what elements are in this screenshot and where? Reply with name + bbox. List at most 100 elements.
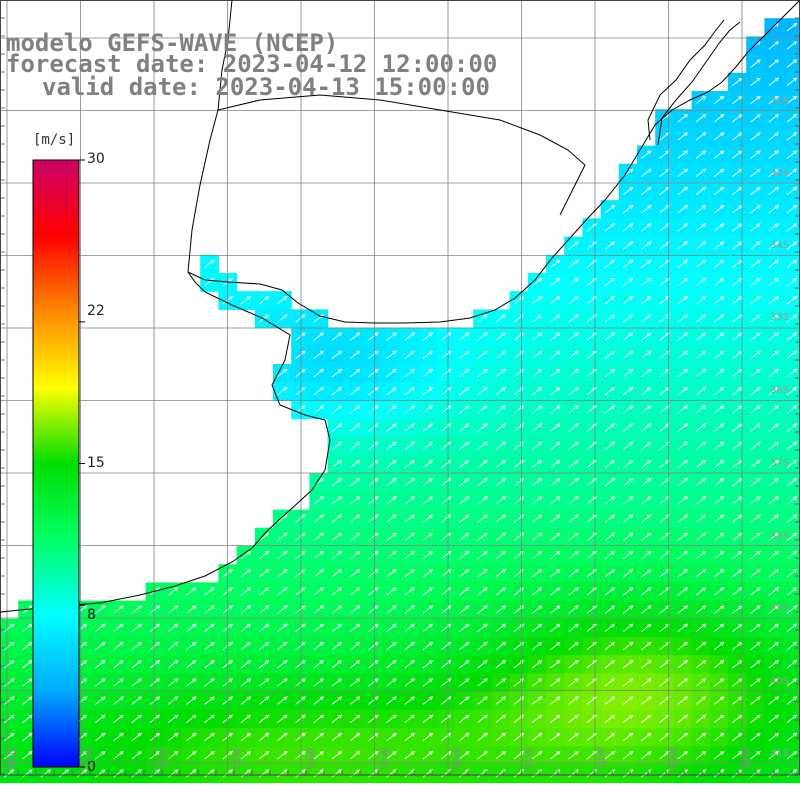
wind-arrow [422,769,434,778]
wind-arrow [349,605,361,614]
wind-arrow [331,641,343,651]
wind-arrow [331,660,343,669]
wind-arrow [786,205,798,214]
wind-arrow [204,660,215,669]
wind-arrow [422,423,434,432]
wind-arrow [368,459,379,469]
wind-arrow [313,732,324,742]
wind-arrow [695,350,707,359]
wind-arrow [313,641,324,651]
wind-arrow [295,387,306,396]
wind-arrow [622,514,634,523]
wind-arrow [186,769,197,778]
wind-arrow [568,314,579,323]
wind-arrow [713,296,725,305]
wind-arrow [622,186,634,196]
wind-arrow [695,114,707,123]
wind-arrow [422,696,434,705]
wind-arrow [622,623,634,632]
wind-arrow [713,714,725,723]
wind-arrow [768,660,779,669]
wind-arrow [386,569,397,578]
wind-arrow [477,641,488,651]
wind-arrow [277,532,288,541]
wind-arrow [277,660,288,669]
wind-arrow [422,751,434,760]
wind-arrow [331,605,343,614]
wind-arrow [622,569,634,578]
wind-arrows [4,23,798,778]
wind-arrow [550,732,561,742]
wind-arrow [677,168,688,177]
wind-arrow [295,714,306,723]
wind-arrow [368,514,379,523]
wind-arrow [277,605,288,614]
wind-arrow [204,769,215,778]
wind-arrow [495,368,506,378]
wind-arrow [459,368,470,378]
wind-arrow [477,714,488,723]
wind-arrow [459,751,470,760]
wind-arrow [277,387,288,396]
wind-arrow [113,641,124,651]
wind-arrow [331,569,343,578]
wind-arrow [750,241,761,250]
wind-arrow [786,605,798,614]
wind-arrow [768,168,779,177]
wind-arrow [677,532,688,541]
wind-arrow [149,714,161,723]
wind-arrow [422,368,434,378]
wind-arrow [695,532,707,541]
wind-arrow [695,150,707,159]
wind-arrow [568,350,579,359]
wind-arrow [568,387,579,396]
coastline-south [0,271,331,613]
wind-arrow [531,714,543,723]
wind-arrow [331,751,343,760]
wind-arrow [713,259,725,268]
wind-arrow [386,496,397,505]
wind-arrow [750,223,761,232]
wind-arrow [713,132,725,141]
wind-arrow [568,605,579,614]
wind-arrow [568,751,579,760]
wind-arrow [604,478,616,487]
colorbar-tick: 15 [87,455,105,471]
wind-arrow [331,587,343,596]
wind-arrow [149,732,161,742]
wind-arrow [695,496,707,505]
wind-arrow [368,696,379,705]
wind-arrow [240,623,252,632]
wind-arrow [349,532,361,541]
wind-arrow [550,296,561,305]
wind-arrow [386,641,397,651]
wind-arrow [295,550,306,560]
wind-arrow [277,368,288,378]
wind-arrow [622,259,634,268]
wind-arrow [495,314,506,323]
wind-arrow [604,405,616,414]
wind-arrow [495,641,506,651]
lat-label: 41S [770,748,790,759]
wind-arrow [622,714,634,723]
wind-arrow [641,332,652,341]
wind-arrow [641,350,652,359]
wind-arrow [641,478,652,487]
wind-arrow [258,296,270,305]
wind-arrow [349,459,361,469]
wind-arrow [750,732,761,742]
wind-arrow [695,605,707,614]
wind-arrow [695,514,707,523]
wind-arrow [695,623,707,632]
wind-arrow [786,168,798,177]
wind-arrow [95,623,106,632]
lagoon-shore-west [647,19,725,141]
wind-arrow [550,387,561,396]
wind-arrow [258,314,270,323]
wind-arrow [204,696,215,705]
wind-arrow [641,459,652,469]
wind-arrow [604,714,616,723]
wind-arrow [167,678,179,687]
lat-label: 32S [770,96,790,107]
wind-arrow [349,769,361,778]
